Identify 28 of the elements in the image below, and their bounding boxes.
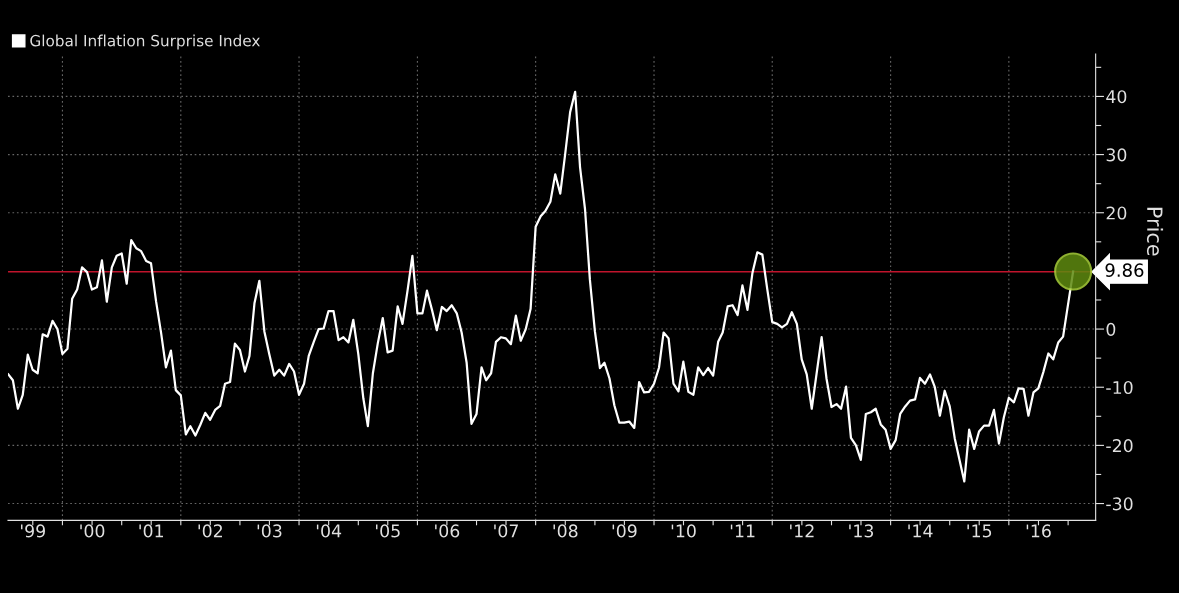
x-tick-label: '14 — [908, 524, 933, 538]
y-tick-label: -30 — [1106, 497, 1133, 511]
y-tick-label: 30 — [1106, 148, 1127, 162]
x-tick-label: '07 — [494, 524, 518, 538]
x-tick-label: '06 — [435, 524, 460, 538]
x-tick-label: '99 — [21, 524, 46, 538]
x-tick-label: '09 — [612, 524, 637, 538]
x-tick-label: '02 — [198, 524, 222, 538]
x-tick-label: '13 — [849, 524, 874, 538]
legend-label: Global Inflation Surprise Index — [30, 34, 260, 50]
ref-line-label: 9.86 — [1105, 263, 1144, 277]
x-tick-label: '12 — [790, 524, 814, 538]
y-tick-label: 20 — [1106, 206, 1127, 220]
y-axis-title: Price — [1146, 207, 1164, 256]
x-tick-label: '00 — [80, 524, 105, 538]
x-tick-label: '16 — [1026, 524, 1051, 538]
x-tick-label: '11 — [730, 524, 755, 538]
x-tick-label: '03 — [257, 524, 282, 538]
x-tick-label: '10 — [671, 524, 696, 538]
y-tick-label: 0 — [1106, 322, 1116, 336]
y-tick-label: -10 — [1106, 380, 1133, 395]
x-tick-label: '08 — [553, 524, 578, 538]
y-tick-label: -20 — [1106, 439, 1133, 453]
x-tick-label: '01 — [139, 524, 164, 538]
x-tick-label: '04 — [316, 524, 342, 538]
x-tick-label: '05 — [376, 524, 400, 538]
x-tick-label: '15 — [967, 524, 992, 538]
y-tick-label: 40 — [1106, 90, 1127, 104]
